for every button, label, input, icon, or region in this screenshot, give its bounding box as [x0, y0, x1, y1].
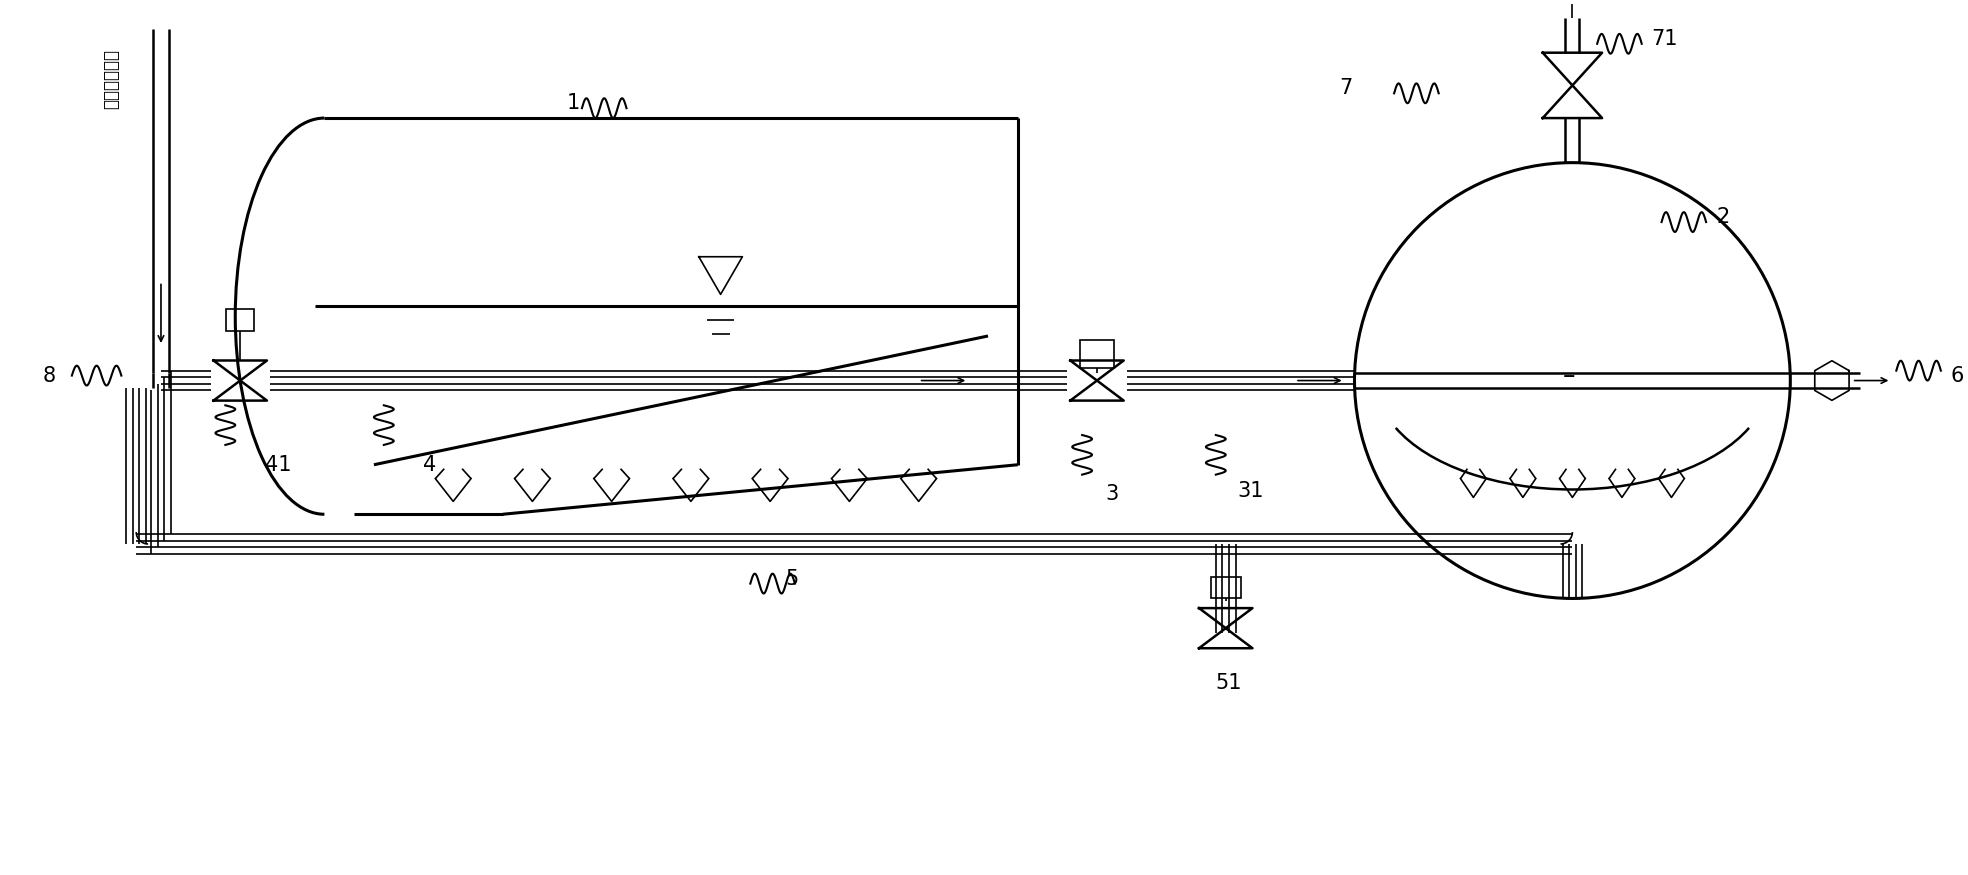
- Text: 1: 1: [567, 94, 581, 113]
- Text: 31: 31: [1238, 481, 1263, 501]
- Text: 5: 5: [785, 569, 799, 589]
- Bar: [1210, 577, 1240, 598]
- Text: 51: 51: [1216, 673, 1242, 693]
- Text: 来自蒸汽热源: 来自蒸汽热源: [102, 49, 120, 108]
- Text: 3: 3: [1104, 485, 1118, 505]
- Text: 8: 8: [43, 366, 55, 386]
- Text: 41: 41: [266, 455, 291, 475]
- Text: 4: 4: [423, 455, 437, 475]
- Bar: [226, 309, 254, 331]
- Bar: [1080, 340, 1114, 368]
- Text: 7: 7: [1340, 79, 1352, 98]
- Text: 6: 6: [1950, 366, 1964, 386]
- Text: 2: 2: [1716, 207, 1730, 228]
- Text: –: –: [1563, 364, 1574, 388]
- Text: 71: 71: [1651, 29, 1679, 49]
